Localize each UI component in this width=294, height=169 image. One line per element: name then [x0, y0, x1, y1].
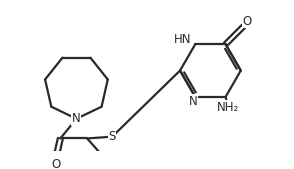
Text: S: S [108, 130, 116, 143]
Text: HN: HN [174, 33, 192, 46]
Text: O: O [243, 15, 252, 28]
Text: N: N [72, 112, 81, 125]
Text: O: O [51, 158, 61, 169]
Text: NH₂: NH₂ [217, 101, 239, 114]
Text: N: N [189, 95, 198, 108]
